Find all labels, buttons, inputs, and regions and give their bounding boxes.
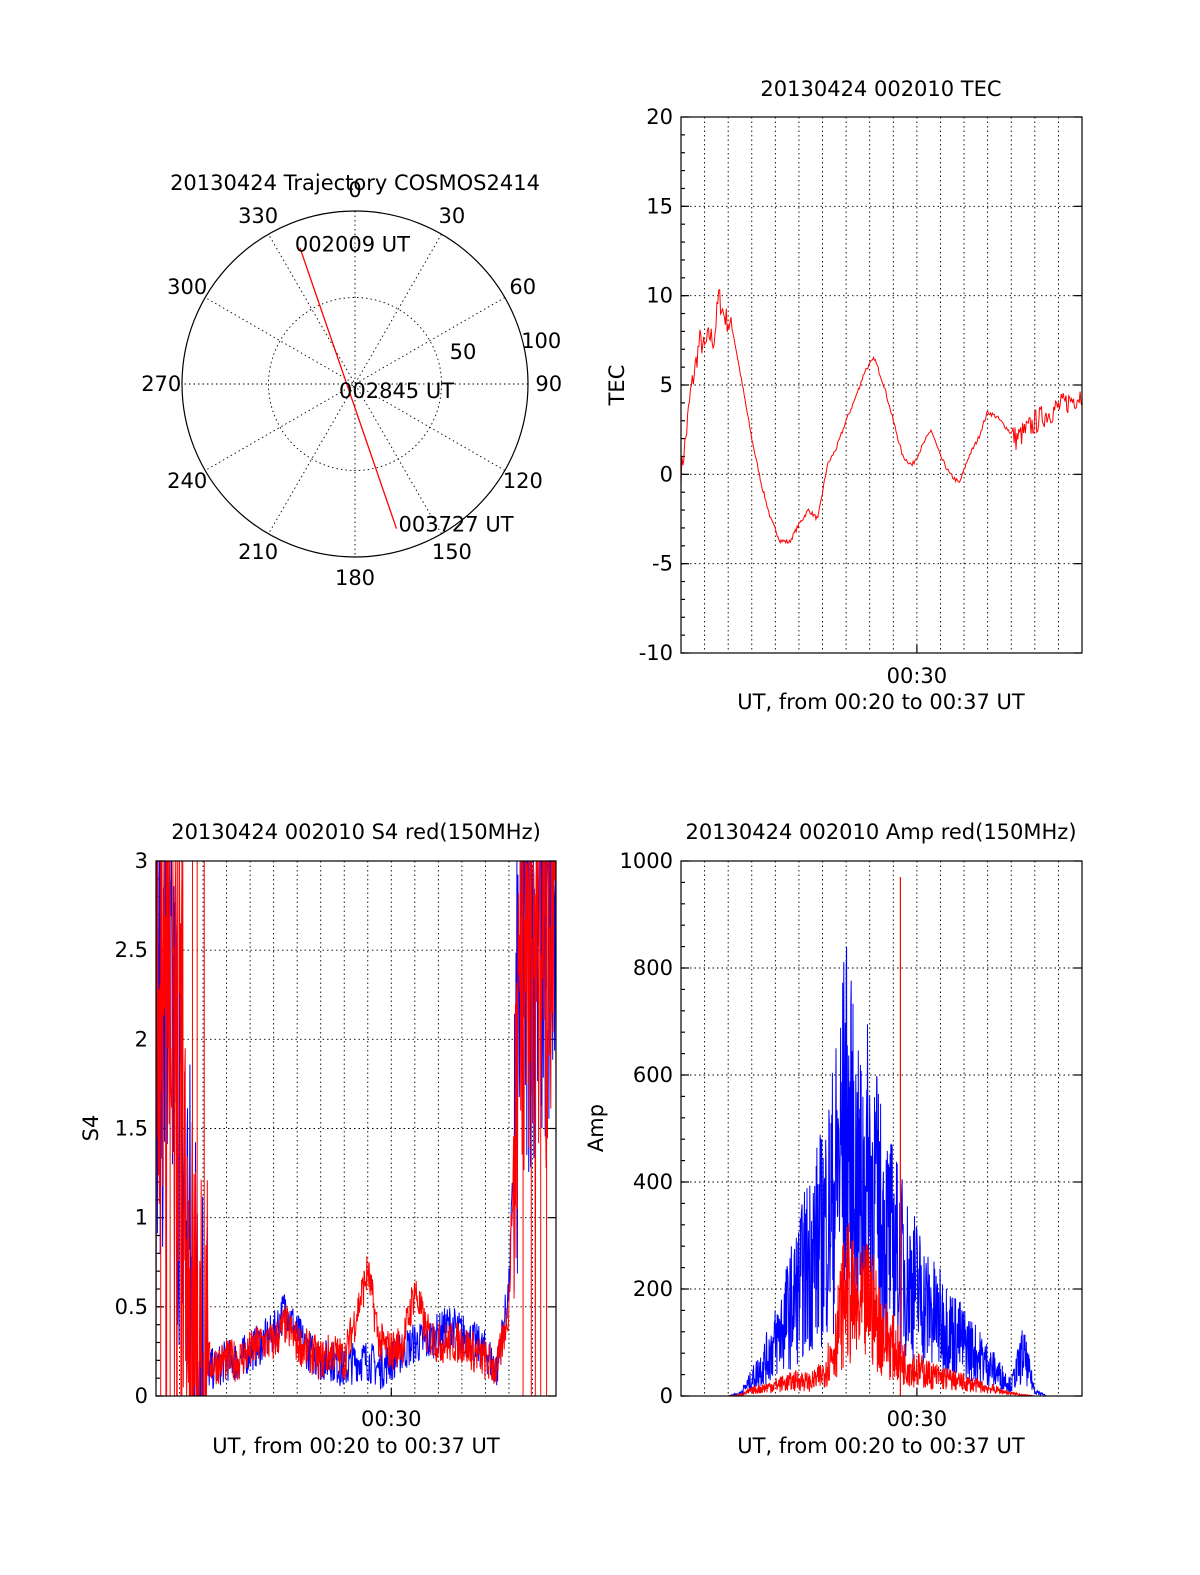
y-tick-label: 400 <box>633 1170 673 1194</box>
series-line <box>681 946 1082 1397</box>
x-tick-label: 00:30 <box>887 664 948 688</box>
y-tick-label: -10 <box>639 641 673 665</box>
x-tick-label: 00:30 <box>887 1407 948 1431</box>
polar-angle-label: 300 <box>167 275 207 299</box>
y-tick-label: 1000 <box>620 849 673 873</box>
series-line <box>155 860 557 1397</box>
s4-ylabel: S4 <box>79 1115 103 1142</box>
plot-frame <box>680 116 1083 654</box>
amp-xlabel: UT, from 00:20 to 00:37 UT <box>737 1434 1025 1458</box>
series-line <box>680 289 1083 545</box>
y-tick-label: 1 <box>135 1206 148 1230</box>
polar-spoke <box>204 297 506 471</box>
y-tick-label: 800 <box>633 956 673 980</box>
polar-spoke <box>268 233 442 535</box>
y-tick-label: 3 <box>135 849 148 873</box>
polar-angle-label: 180 <box>335 566 375 590</box>
polar-trajectory-plot: 20130424 Trajectory COSMOS2414 0 30 60 90 12… <box>141 171 562 590</box>
s4-plot: 20130424 002010 S4 red(150MHz) UT, from … <box>79 820 557 1458</box>
polar-radius-label: 100 <box>521 329 561 353</box>
y-tick-label: 15 <box>646 194 673 218</box>
y-tick-label: 20 <box>646 105 673 129</box>
trajectory-end-label: 003727 UT <box>398 513 513 537</box>
polar-angle-label: 0 <box>348 178 361 202</box>
y-tick-label: 1.5 <box>115 1117 148 1141</box>
y-tick-label: 2 <box>135 1027 148 1051</box>
y-tick-label: 2.5 <box>115 938 148 962</box>
series-line <box>681 1222 1082 1397</box>
y-tick-label: 0 <box>660 1384 673 1408</box>
trajectory-mid-label: 002845 UT <box>339 379 454 403</box>
amp-ylabel: Amp <box>584 1104 608 1152</box>
amp-plot: 20130424 002010 Amp red(150MHz) UT, from… <box>584 820 1083 1458</box>
polar-spoke <box>204 297 506 471</box>
polar-angle-label: 90 <box>535 372 562 396</box>
polar-angle-label: 210 <box>238 540 278 564</box>
y-tick-label: 600 <box>633 1063 673 1087</box>
polar-title: 20130424 Trajectory COSMOS2414 <box>170 171 540 195</box>
plot-frame <box>155 860 557 1397</box>
y-tick-label: 5 <box>660 373 673 397</box>
plot-frame <box>680 860 1083 1397</box>
y-tick-label: 0 <box>135 1384 148 1408</box>
trajectory-start-label: 002009 UT <box>295 233 410 257</box>
tec-plot: 20130424 002010 TEC UT, from 00:20 to 00… <box>605 77 1083 714</box>
amp-title: 20130424 002010 Amp red(150MHz) <box>685 820 1076 844</box>
polar-angle-label: 240 <box>167 469 207 493</box>
tec-title: 20130424 002010 TEC <box>760 77 1001 101</box>
y-tick-label: 200 <box>633 1277 673 1301</box>
y-tick-label: 0 <box>660 462 673 486</box>
polar-radius-label: 50 <box>450 340 477 364</box>
tec-ylabel: TEC <box>605 365 629 407</box>
trajectory-line <box>299 247 398 529</box>
polar-spoke <box>268 233 442 535</box>
s4-xlabel: UT, from 00:20 to 00:37 UT <box>212 1434 500 1458</box>
x-tick-label: 00:30 <box>361 1407 422 1431</box>
tec-xlabel: UT, from 00:20 to 00:37 UT <box>737 690 1025 714</box>
polar-angle-label: 150 <box>432 540 472 564</box>
s4-title: 20130424 002010 S4 red(150MHz) <box>171 820 541 844</box>
y-tick-label: 10 <box>646 284 673 308</box>
polar-angle-label: 30 <box>439 204 466 228</box>
polar-angle-label: 60 <box>509 275 536 299</box>
polar-angle-label: 330 <box>238 204 278 228</box>
y-tick-label: -5 <box>652 552 673 576</box>
y-tick-label: 0.5 <box>115 1295 148 1319</box>
polar-angle-label: 270 <box>141 372 181 396</box>
polar-angle-label: 120 <box>503 469 543 493</box>
